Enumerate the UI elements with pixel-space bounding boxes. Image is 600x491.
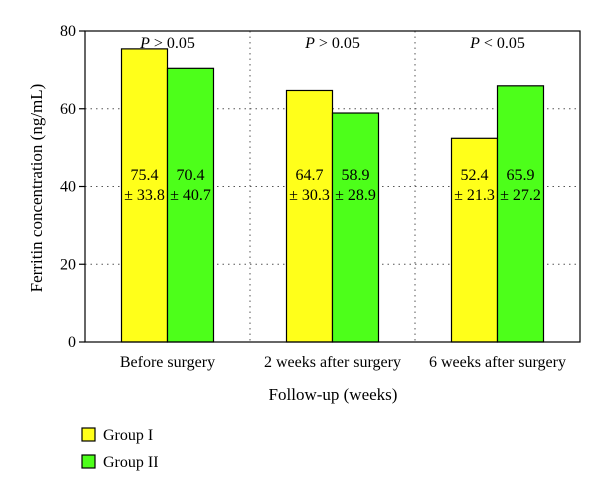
x-tick-label: 6 weeks after surgery (429, 354, 566, 371)
legend-label: Group II (103, 454, 159, 471)
y-tick-label: 0 (68, 334, 76, 351)
value-labels: 75.4 ± 33.8 70.4 ± 40.7 64.7 ± 30.3 58.9 ± 28.9… (124, 167, 541, 204)
x-tick-label: Before surgery (120, 354, 215, 371)
legend-swatch (81, 454, 96, 469)
bar-value-label: 58.9 (342, 167, 370, 184)
x-tick-label: 2 weeks after surgery (264, 354, 401, 371)
bar-value-label: 52.4 (461, 167, 489, 184)
x-axis-ticks: Before surgery 2 weeks after surgery 6 wee… (120, 354, 566, 371)
legend-label: Group I (103, 427, 153, 444)
legend-swatch (81, 427, 96, 442)
y-tick-label: 80 (60, 23, 76, 40)
bar-value-label: 75.4 (131, 167, 159, 184)
x-axis-label: Follow-up (weeks) (269, 385, 398, 404)
bar-sd-label: ± 40.7 (170, 187, 211, 204)
bar-value-label: 65.9 (507, 167, 535, 184)
y-axis-label: Ferritin concentration (ng/mL) (27, 84, 46, 293)
bar (285, 89, 334, 343)
p-value-label: P > 0.05 (139, 35, 195, 52)
bar-sd-label: ± 30.3 (289, 187, 330, 204)
y-tick-label: 40 (60, 179, 76, 196)
bar-sd-label: ± 33.8 (124, 187, 165, 204)
bar-value-label: 70.4 (177, 167, 205, 184)
bar (166, 67, 215, 343)
p-value-label: P < 0.05 (469, 35, 525, 52)
p-value-labels: P > 0.05 P > 0.05 P < 0.05 (139, 35, 525, 52)
bar (450, 137, 499, 343)
legend: Group I Group II (81, 427, 159, 471)
bar-sd-label: ± 21.3 (454, 187, 495, 204)
bar-value-label: 64.7 (296, 167, 324, 184)
bar-sd-label: ± 27.2 (500, 187, 541, 204)
bar-sd-label: ± 28.9 (335, 187, 376, 204)
p-value-label: P > 0.05 (304, 35, 360, 52)
bar (496, 85, 545, 343)
bars (120, 48, 545, 343)
bar (331, 112, 380, 343)
bar (120, 48, 169, 343)
y-axis-ticks: 0 20 40 60 80 (60, 23, 85, 351)
y-tick-label: 60 (60, 101, 76, 118)
y-tick-label: 20 (60, 256, 76, 273)
